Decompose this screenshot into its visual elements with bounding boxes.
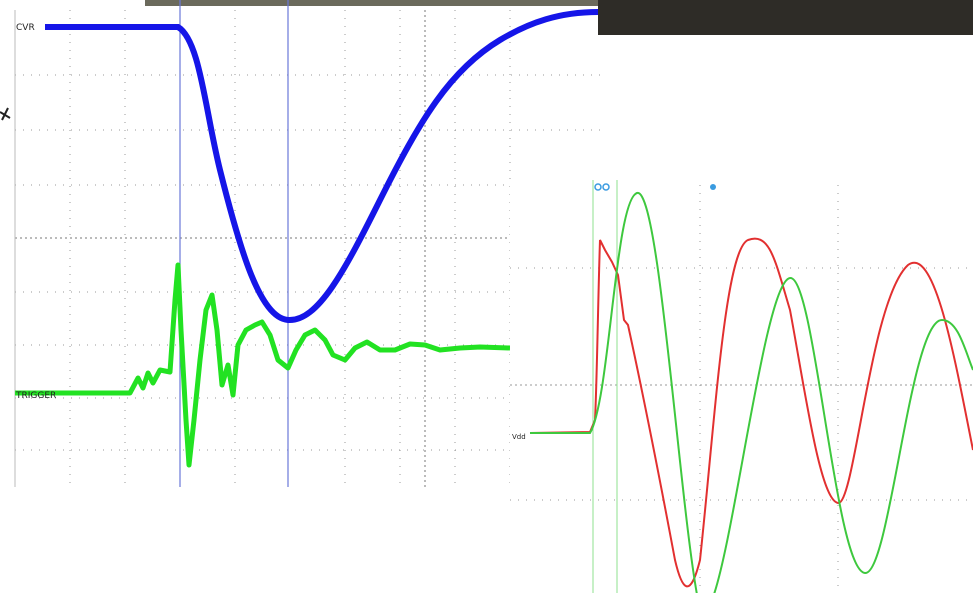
photo-strip — [598, 0, 973, 35]
marker — [710, 184, 716, 190]
trace-label: TRIGGER — [15, 391, 56, 401]
panel — [510, 180, 973, 593]
trace-label: Vdd — [512, 433, 526, 441]
photo-strip — [145, 0, 598, 6]
mark — [0, 108, 10, 120]
right-scope: Vdd — [510, 180, 973, 593]
trace-label: CVR — [16, 23, 35, 33]
screenshot: CVR TRIGGER Vdd — [0, 0, 973, 593]
